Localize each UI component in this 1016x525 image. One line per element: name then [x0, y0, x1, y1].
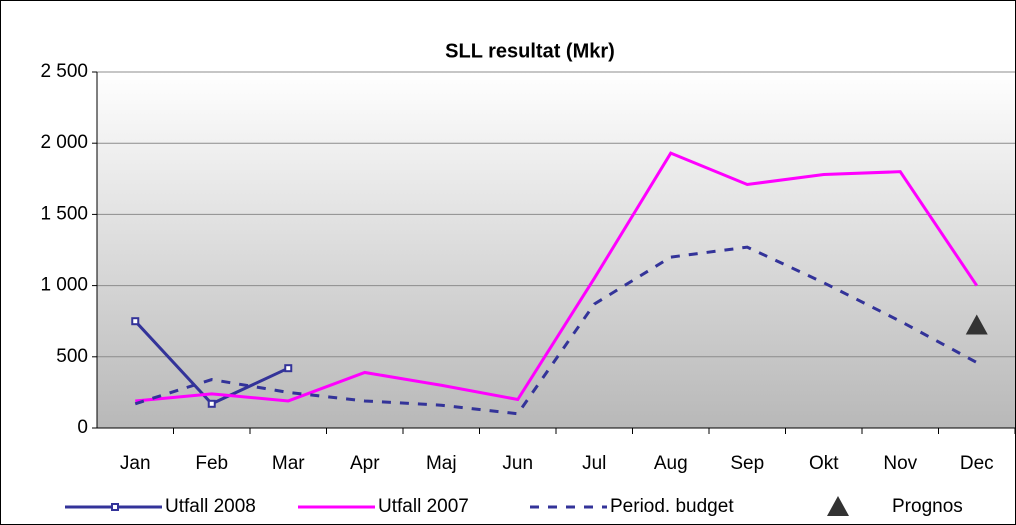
y-tick-label: 1 000 [40, 275, 88, 296]
legend-marker [827, 496, 849, 516]
x-tick-label: Jun [502, 453, 533, 474]
x-tick-label: Nov [883, 453, 917, 474]
legend-label: Utfall 2008 [165, 496, 256, 517]
x-tick-label: Dec [960, 453, 994, 474]
data-point [207, 399, 216, 408]
x-tick-label: Aug [654, 453, 688, 474]
data-point [965, 314, 988, 335]
series-line [135, 151, 978, 403]
x-tick-label: Jan [120, 453, 151, 474]
x-tick-label: Apr [350, 453, 380, 474]
legend-marker [111, 503, 119, 511]
y-tick-label: 0 [77, 417, 88, 438]
legend-label: Prognos [892, 496, 963, 517]
x-tick-label: Feb [195, 453, 228, 474]
legend-label: Period. budget [610, 496, 734, 517]
x-tick-label: Maj [426, 453, 457, 474]
y-tick-label: 2 000 [40, 132, 88, 153]
x-tick-label: Sep [730, 453, 764, 474]
chart-title: SLL resultat (Mkr) [445, 40, 615, 62]
x-tick-label: Okt [809, 453, 839, 474]
x-tick-label: Mar [272, 453, 305, 474]
y-tick-label: 2 500 [40, 61, 88, 82]
x-tick-label: Jul [582, 453, 606, 474]
legend-label: Utfall 2007 [378, 496, 469, 517]
data-point [284, 364, 293, 373]
data-point [131, 317, 140, 326]
y-tick-label: 1 500 [40, 203, 88, 224]
plot-area [97, 72, 1015, 428]
y-tick-label: 500 [56, 346, 88, 367]
series-line [134, 245, 978, 416]
